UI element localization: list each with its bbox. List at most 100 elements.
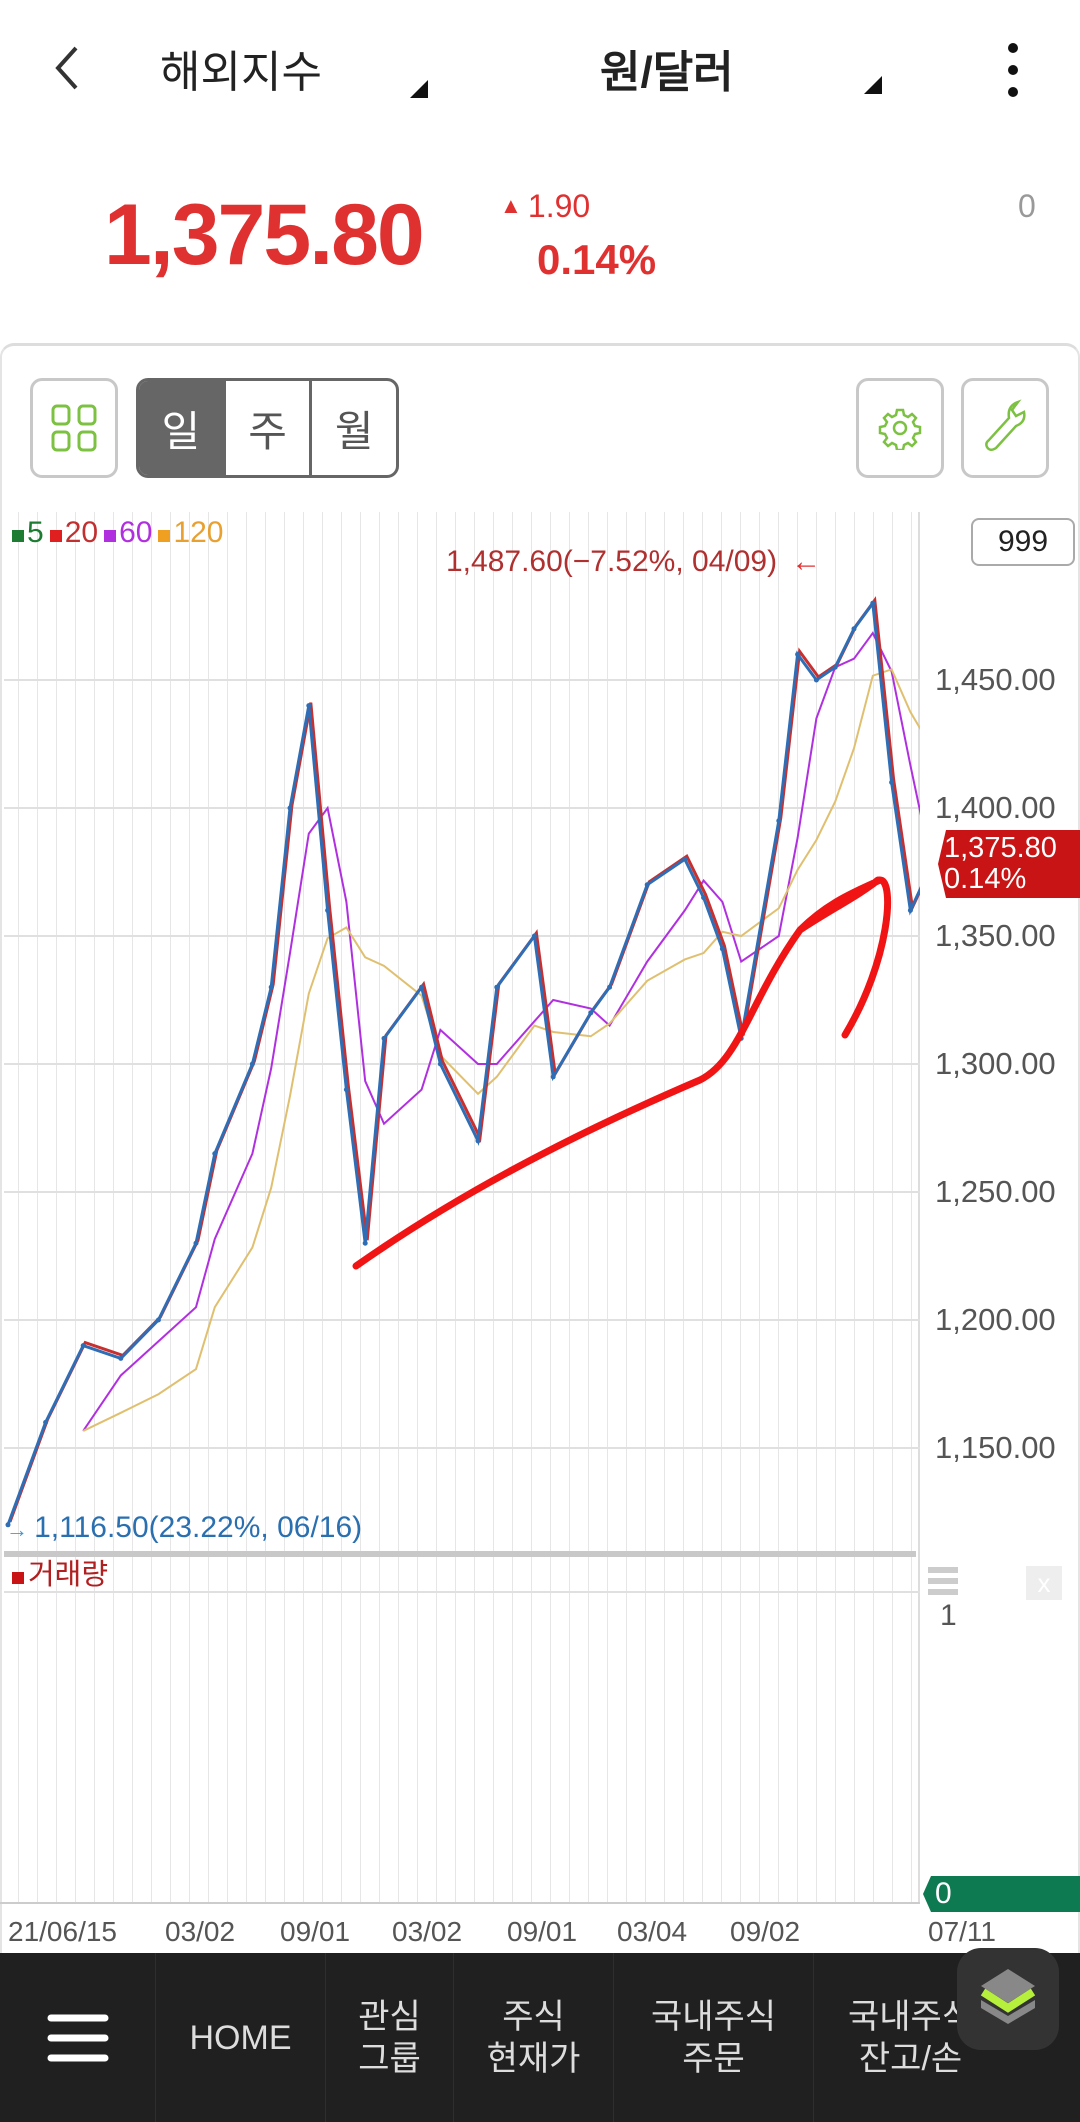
price-point — [550, 1074, 556, 1080]
x-tick: 21/06/15 — [8, 1916, 117, 1947]
arrow-right-icon: → — [6, 1517, 35, 1542]
dropdown-triangle-icon — [864, 76, 882, 94]
arrow-left-icon: ← — [791, 545, 822, 578]
price-point — [701, 895, 707, 901]
layout-button[interactable] — [30, 378, 118, 478]
x-tick: 09/01 — [280, 1916, 351, 1947]
nav-watchlist[interactable]: 관심 그룹 — [325, 1953, 453, 2122]
price-point — [795, 651, 801, 657]
current-price-tag: 1,375.80 0.14% — [938, 830, 1080, 898]
y-tick: 1,150.00 — [935, 1430, 1056, 1465]
volume-axis-max: 1 — [940, 1599, 957, 1632]
price-chart-area[interactable] — [0, 512, 920, 1904]
x-axis-line — [0, 1902, 920, 1904]
up-triangle-icon: ▲ — [500, 193, 528, 218]
tools-button[interactable] — [961, 378, 1049, 478]
ma120-line — [82, 668, 920, 1432]
price-point — [813, 677, 819, 683]
y-tick: 1,300.00 — [935, 1046, 1056, 1081]
grid-icon — [51, 404, 97, 452]
hamburger-icon — [47, 2014, 108, 2061]
handdrawn-arrow-annotation — [352, 876, 892, 1270]
more-menu-button[interactable] — [1006, 42, 1022, 98]
x-tick: 09/02 — [730, 1916, 801, 1947]
price-point — [306, 703, 312, 709]
price-point — [889, 779, 895, 785]
back-button[interactable] — [48, 42, 88, 94]
ma60-line — [82, 631, 920, 1432]
x-tick: 07/11 — [928, 1916, 996, 1947]
nav-home[interactable]: HOME — [155, 1953, 325, 2122]
legend-ma20: 20 — [49, 516, 98, 550]
price-point — [268, 984, 274, 990]
price-point — [870, 600, 876, 606]
change-value: 1.90 — [527, 188, 591, 224]
x-tick: 03/02 — [165, 1916, 236, 1947]
price-point — [682, 856, 688, 862]
close-panel-button[interactable]: x — [1026, 1566, 1062, 1600]
price-point — [832, 664, 838, 670]
x-tick: 03/04 — [617, 1916, 688, 1947]
nav-domestic-balance[interactable]: 국내주식 잔고/손 — [813, 1953, 1013, 2122]
gear-icon — [878, 408, 922, 450]
legend-ma120: 120 — [158, 516, 224, 550]
price-point — [325, 907, 331, 913]
price-point — [644, 882, 650, 888]
nav-domestic-order[interactable]: 국내주식 주문 — [613, 1953, 813, 2122]
price-point — [43, 1419, 49, 1425]
price-point — [155, 1317, 161, 1323]
wrench-icon — [985, 399, 1026, 451]
price-point — [907, 907, 913, 913]
y-tick: 1,450.00 — [935, 662, 1056, 697]
price-point — [80, 1343, 86, 1349]
price-chart-svg — [4, 596, 920, 1528]
price-point — [719, 946, 725, 952]
kebab-icon — [1008, 43, 1018, 97]
change-percent: 0.14% — [537, 236, 657, 283]
price-point — [851, 626, 857, 632]
price-point — [607, 984, 613, 990]
y-tick: 1,400.00 — [935, 790, 1056, 825]
panel-drag-handle-icon[interactable] — [928, 1567, 958, 1595]
nav-stock-quote[interactable]: 주식 현재가 — [453, 1953, 613, 2122]
instrument-selector[interactable]: 원/달러 — [600, 48, 734, 97]
price-point — [212, 1151, 218, 1157]
price-change: ▲ 1.90 — [500, 188, 590, 225]
panel-divider[interactable] — [4, 1551, 916, 1557]
price-point — [249, 1061, 255, 1067]
max-price-label: 1,487.60(−7.52%, 04/09) ← — [446, 545, 822, 578]
period-month[interactable]: 월 — [309, 381, 396, 475]
count-box[interactable]: 999 — [971, 518, 1075, 566]
price-point — [287, 805, 293, 811]
settings-button[interactable] — [856, 378, 944, 478]
x-tick: 03/02 — [392, 1916, 463, 1947]
y-tick: 1,350.00 — [935, 918, 1056, 953]
market-selector[interactable]: 해외지수 — [160, 48, 322, 97]
price-point — [5, 1522, 11, 1528]
menu-button[interactable] — [0, 1953, 155, 2122]
price-point — [531, 933, 537, 939]
layers-icon — [980, 1969, 1036, 2024]
price-point — [437, 1061, 443, 1067]
price-point — [193, 1240, 199, 1246]
price-point — [362, 1240, 368, 1246]
period-selector[interactable]: 일 주 월 — [136, 378, 399, 478]
volume-gridline — [4, 1591, 920, 1593]
period-week[interactable]: 주 — [222, 381, 310, 475]
dropdown-triangle-icon — [410, 80, 428, 98]
chevron-left-icon — [55, 46, 78, 90]
price-point — [343, 1087, 349, 1093]
price-point — [494, 984, 500, 990]
price-point — [776, 818, 782, 824]
period-day[interactable]: 일 — [139, 381, 223, 475]
legend-ma5: 5 — [12, 516, 44, 550]
x-tick: 09/01 — [507, 1916, 578, 1947]
volume-current-tag: 0 — [923, 1876, 1080, 1912]
volume-value: 0 — [1018, 188, 1036, 224]
quick-menu-button[interactable] — [957, 1948, 1059, 2050]
price-point — [118, 1355, 124, 1361]
price-point — [419, 984, 425, 990]
volume-legend: 거래량 — [12, 1560, 108, 1590]
candle-up-trace — [8, 596, 920, 1523]
price-point — [588, 1010, 594, 1016]
